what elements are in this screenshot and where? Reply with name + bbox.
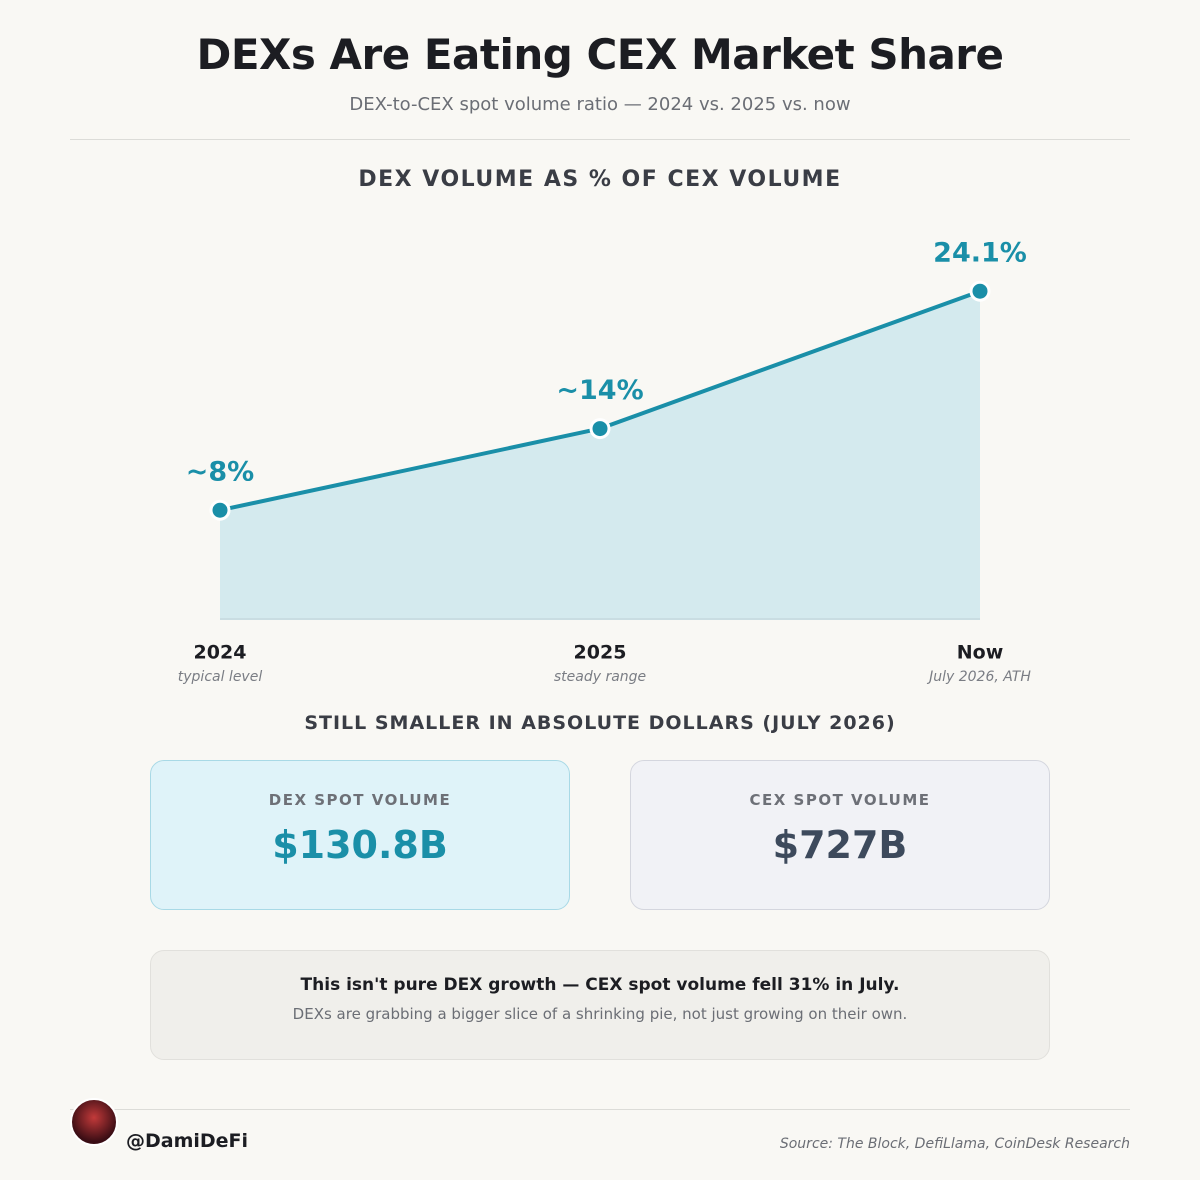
note: This isn't pure DEX growth — CEX spot vo…	[150, 950, 1050, 1060]
value-label: 24.1%	[933, 238, 1027, 269]
title: DEXs Are Eating CEX Market Share	[196, 30, 1004, 79]
divider	[70, 1109, 1130, 1110]
value-label: ~8%	[186, 457, 254, 488]
x-tick-note: typical level	[178, 669, 263, 685]
subtitle: DEX-to-CEX spot volume ratio — 2024 vs. …	[349, 94, 851, 115]
x-tick-note: July 2026, ATH	[926, 669, 1031, 685]
x-tick-label: Now	[957, 642, 1004, 664]
value-label: ~14%	[556, 375, 643, 406]
dex-card: DEX SPOT VOLUME $130.8B	[150, 760, 570, 910]
card-label: DEX SPOT VOLUME	[268, 791, 452, 809]
cards-title: STILL SMALLER IN ABSOLUTE DOLLARS (JULY …	[304, 712, 896, 734]
chart-title: DEX VOLUME AS % OF CEX VOLUME	[358, 167, 841, 192]
x-tick-label: 2024	[194, 642, 247, 664]
handle: @DamiDeFi	[126, 1130, 249, 1152]
cex-card: CEX SPOT VOLUME $727B	[630, 760, 1050, 910]
card-value: $130.8B	[272, 823, 448, 867]
x-tick-note: steady range	[554, 669, 646, 685]
point	[969, 280, 991, 302]
chart: DEX VOLUME AS % OF CEX VOLUME ~8% ~14% 24.…	[178, 167, 1032, 685]
area	[220, 291, 980, 619]
x-tick-label: 2025	[574, 642, 627, 664]
point	[209, 499, 231, 521]
avatar	[70, 1098, 118, 1146]
point	[589, 418, 611, 440]
card-value: $727B	[772, 823, 908, 867]
source: Source: The Block, DefiLlama, CoinDesk R…	[779, 1136, 1130, 1152]
note-text: DEXs are grabbing a bigger slice of a sh…	[292, 1005, 908, 1023]
divider	[70, 139, 1130, 140]
note-headline: This isn't pure DEX growth — CEX spot vo…	[300, 975, 900, 995]
card-label: CEX SPOT VOLUME	[749, 791, 931, 809]
